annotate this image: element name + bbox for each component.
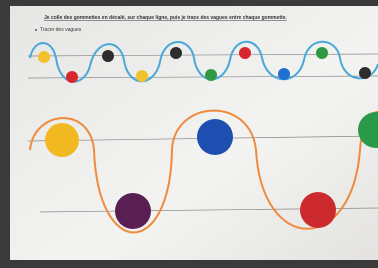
sticker xyxy=(136,70,148,82)
sticker xyxy=(38,51,50,63)
sticker xyxy=(300,192,336,228)
sticker xyxy=(278,68,290,80)
sticker xyxy=(197,119,233,155)
sticker xyxy=(45,123,79,157)
sticker xyxy=(359,67,371,79)
page: Je colle des gommettes en décalé, sur ch… xyxy=(0,0,378,268)
bullet xyxy=(35,29,37,31)
sticker xyxy=(170,47,182,59)
sticker xyxy=(66,71,78,83)
sticker xyxy=(316,47,328,59)
title: Je colle des gommettes en décalé, sur ch… xyxy=(44,15,287,21)
sticker xyxy=(239,47,251,59)
photo: Je colle des gommettes en décalé, sur ch… xyxy=(0,0,378,268)
sticker xyxy=(102,50,114,62)
sticker xyxy=(205,69,217,81)
instruction: Tracer des vagues xyxy=(40,27,82,33)
sticker xyxy=(115,193,151,229)
